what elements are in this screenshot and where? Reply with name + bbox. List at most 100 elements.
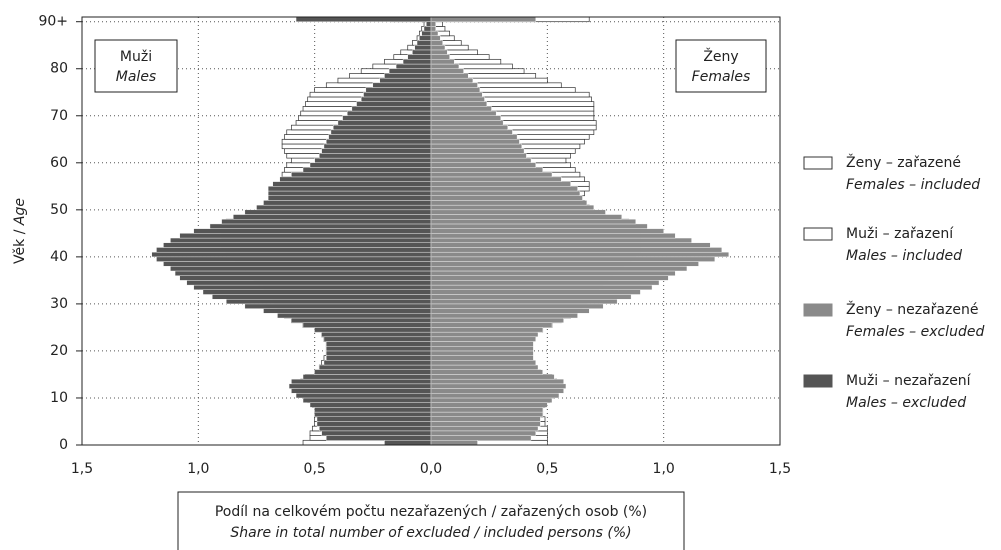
bar xyxy=(430,322,553,328)
bar xyxy=(430,374,555,380)
bar xyxy=(326,355,432,361)
bar xyxy=(430,101,488,107)
bar xyxy=(430,143,522,149)
bar xyxy=(323,143,432,149)
bar xyxy=(333,124,432,131)
x-tick-label: 1,0 xyxy=(653,461,675,477)
bar xyxy=(430,30,439,37)
bar xyxy=(430,162,536,168)
bar xyxy=(314,369,432,375)
bar xyxy=(430,425,539,432)
bar xyxy=(170,266,432,272)
bar xyxy=(323,360,432,366)
bar xyxy=(430,219,636,225)
bar xyxy=(309,162,432,168)
bar xyxy=(426,21,432,27)
bar xyxy=(430,157,532,164)
x-tick-label: 1,5 xyxy=(769,461,791,477)
bar xyxy=(430,284,653,290)
x-tick-label: 0,5 xyxy=(304,461,326,477)
x-tick-label: 1,5 xyxy=(71,461,93,477)
bar xyxy=(256,204,432,211)
y-tick-label: 60 xyxy=(50,155,68,171)
bar xyxy=(277,313,432,319)
bar xyxy=(321,331,432,338)
bar xyxy=(423,26,432,32)
bar xyxy=(430,92,483,98)
left-box: Muži Males xyxy=(94,39,178,93)
y-tick-label: 90+ xyxy=(38,14,68,30)
bar xyxy=(430,360,536,366)
bar xyxy=(302,397,432,403)
bar xyxy=(365,87,432,93)
bar xyxy=(430,435,532,441)
bar xyxy=(316,416,432,422)
bar xyxy=(430,346,534,352)
x-tick-label: 1,0 xyxy=(187,461,209,477)
bar xyxy=(430,16,536,22)
bar xyxy=(163,242,432,248)
bar xyxy=(430,266,688,272)
bar xyxy=(430,59,455,65)
box-label-en: Males xyxy=(116,69,156,85)
bar xyxy=(233,214,432,220)
bar xyxy=(430,303,604,309)
x-label: Podíl na celkovém počtu nezařazených / z… xyxy=(215,504,647,520)
bar xyxy=(291,388,432,394)
legend-label-en: Males – included xyxy=(846,248,962,264)
legend-swatch xyxy=(803,156,833,170)
bar xyxy=(263,308,432,314)
bar xyxy=(430,355,534,361)
bar xyxy=(212,294,432,300)
bar xyxy=(302,167,432,173)
bar xyxy=(430,214,622,220)
bar xyxy=(395,63,432,69)
bar xyxy=(430,186,578,192)
box-label-en: Females xyxy=(692,69,751,85)
box-label: Muži xyxy=(120,49,152,65)
bar xyxy=(326,350,432,356)
bar xyxy=(244,303,432,309)
bar xyxy=(430,129,513,135)
x-axis-label: Podíl na celkovém počtu nezařazených / z… xyxy=(177,491,685,550)
bar xyxy=(430,237,692,243)
bar xyxy=(361,96,432,102)
bar xyxy=(416,40,432,46)
bar xyxy=(326,435,432,441)
legend-entry: Ženy – nezařazené Females – excluded xyxy=(803,300,984,340)
bar xyxy=(302,374,432,380)
bar xyxy=(351,106,432,112)
bar xyxy=(430,261,699,267)
bar xyxy=(319,425,432,432)
legend-label-en: Females – excluded xyxy=(846,324,984,340)
legend-entry: Muži – nezařazení Males – excluded xyxy=(803,373,972,411)
bar xyxy=(430,96,485,102)
bar xyxy=(295,393,432,399)
bar xyxy=(430,247,723,253)
x-tick-label: 0,0 xyxy=(420,461,442,477)
bar xyxy=(430,82,478,88)
box-frame xyxy=(94,39,178,93)
right-box: Ženy Females xyxy=(675,39,767,93)
bar xyxy=(430,106,492,112)
bar xyxy=(430,430,536,436)
bar xyxy=(430,153,527,159)
bar xyxy=(430,421,541,427)
legend-swatch xyxy=(803,227,833,241)
bar xyxy=(326,139,432,145)
bar xyxy=(430,167,543,173)
bar xyxy=(430,364,539,370)
bar xyxy=(151,251,432,258)
bar xyxy=(156,247,432,253)
bar xyxy=(226,298,432,305)
bar xyxy=(319,153,432,159)
bar xyxy=(337,120,432,126)
bar xyxy=(430,242,711,248)
x-label-en: Share in total number of excluded / incl… xyxy=(230,525,631,541)
bar xyxy=(291,378,432,385)
bar xyxy=(379,77,432,84)
bar xyxy=(419,35,432,41)
bar xyxy=(388,68,432,74)
plot-frame xyxy=(81,16,781,446)
